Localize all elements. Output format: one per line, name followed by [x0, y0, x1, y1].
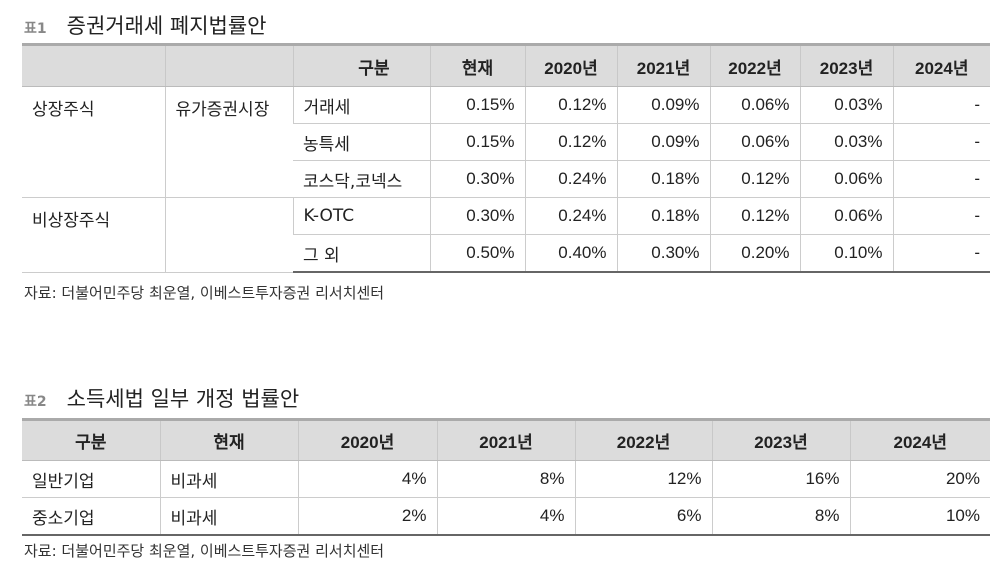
rate-cell: 0.30%	[616, 234, 710, 273]
rate-cell: 0.06%	[799, 160, 893, 198]
company-type: 일반기업	[22, 460, 160, 498]
rate-cell: 0.03%	[799, 86, 893, 124]
company-type: 중소기업	[22, 497, 160, 536]
table-row: 농특세 0.15% 0.12% 0.09% 0.06% 0.03% -	[22, 123, 990, 161]
rate-cell: 4%	[436, 497, 575, 536]
rate-cell: 0.50%	[429, 234, 525, 273]
table1-source: 자료: 더불어민주당 최운열, 이베스트투자증권 리서치센터	[24, 284, 385, 302]
column-header: 2022년	[709, 43, 800, 87]
rate-cell: 0.06%	[709, 86, 800, 124]
table2-tag: 표2	[24, 394, 47, 410]
rate-cell: 0.30%	[429, 197, 525, 235]
market-category: 비상장주식	[22, 197, 165, 273]
rate-cell: 0.06%	[799, 197, 893, 235]
column-header: 2021년	[616, 43, 710, 87]
column-header	[164, 43, 293, 87]
column-header: 2021년	[436, 418, 575, 461]
current-status: 비과세	[159, 460, 298, 498]
column-header: 2024년	[849, 418, 990, 461]
table-row: 그 외 0.50% 0.40% 0.30% 0.20% 0.10% -	[22, 234, 990, 273]
column-header: 2023년	[711, 418, 850, 461]
rate-cell: -	[892, 160, 990, 198]
column-header: 구분	[292, 43, 430, 87]
rate-cell: 0.10%	[799, 234, 893, 273]
rate-cell: 0.24%	[524, 160, 617, 198]
table-row: 상장주식 유가증권시장 거래세 0.15% 0.12% 0.09% 0.06% 0.03% -	[22, 86, 990, 198]
rate-cell: 0.03%	[799, 123, 893, 161]
table1-title-text: 증권거래세 폐지법률안	[66, 14, 267, 38]
column-header: 2020년	[297, 418, 437, 461]
table-row: 일반기업 비과세 4% 8% 12% 16% 20%	[22, 460, 990, 498]
rate-cell: -	[892, 86, 990, 124]
rate-cell: 20%	[849, 460, 990, 498]
column-header: 현재	[159, 418, 298, 461]
rate-cell: 12%	[574, 460, 712, 498]
rate-cell: 0.18%	[616, 197, 710, 235]
tax-item: K-OTC	[292, 197, 430, 235]
rate-cell: 0.12%	[709, 160, 800, 198]
table1-title: 표1 증권거래세 폐지법률안	[24, 10, 267, 40]
table-row: 코스닥,코넥스 0.30% 0.24% 0.18% 0.12% 0.06% -	[22, 160, 990, 198]
column-header: 2022년	[574, 418, 712, 461]
table-row: 중소기업 비과세 2% 4% 6% 8% 10%	[22, 497, 990, 536]
rate-cell: 10%	[849, 497, 990, 536]
market-subcategory	[164, 197, 293, 273]
column-header: 현재	[429, 43, 525, 87]
table2-title: 표2 소득세법 일부 개정 법률안	[24, 383, 299, 413]
rate-cell: 0.15%	[429, 86, 525, 124]
rate-cell: 0.09%	[616, 86, 710, 124]
rate-cell: 0.18%	[616, 160, 710, 198]
column-header: 2020년	[524, 43, 617, 87]
table-row: 비상장주식 K-OTC 0.30% 0.24% 0.18% 0.12% 0.06% -	[22, 197, 990, 273]
column-header: 2023년	[799, 43, 893, 87]
rate-cell: 0.40%	[524, 234, 617, 273]
tax-item: 그 외	[293, 234, 430, 273]
rate-cell: 0.12%	[524, 123, 617, 161]
market-subcategory: 유가증권시장	[164, 86, 293, 198]
rate-cell: -	[892, 234, 990, 273]
rate-cell: 8%	[711, 497, 850, 536]
tax-item: 농특세	[293, 123, 430, 161]
column-header	[22, 43, 165, 87]
securities-tax-table: 구분 현재 2020년 2021년 2022년 2023년 2024년 상장주식 유가증권시장…	[22, 43, 990, 273]
rate-cell: 0.24%	[524, 197, 617, 235]
rate-cell: 0.12%	[709, 197, 800, 235]
rate-cell: 4%	[297, 460, 437, 498]
current-status: 비과세	[159, 497, 298, 536]
rate-cell: 6%	[574, 497, 712, 536]
column-header: 2024년	[892, 43, 990, 87]
table2-title-text: 소득세법 일부 개정 법률안	[66, 387, 300, 411]
rate-cell: 0.06%	[709, 123, 800, 161]
rate-cell: 0.30%	[429, 160, 525, 198]
rate-cell: 8%	[436, 460, 575, 498]
rate-cell: 0.20%	[709, 234, 800, 273]
market-category: 상장주식	[22, 86, 165, 198]
rate-cell: -	[892, 123, 990, 161]
tax-item: 거래세	[292, 86, 430, 124]
rate-cell: 0.15%	[429, 123, 525, 161]
rate-cell: 2%	[297, 497, 437, 536]
table2-source: 자료: 더불어민주당 최운열, 이베스트투자증권 리서치센터	[24, 542, 385, 560]
tax-item: 코스닥,코넥스	[293, 160, 430, 198]
rate-cell: 0.09%	[616, 123, 710, 161]
rate-cell: -	[892, 197, 990, 235]
income-tax-table: 구분 현재 2020년 2021년 2022년 2023년 2024년 일반기업 비과세 4% 8…	[22, 418, 990, 536]
rate-cell: 16%	[711, 460, 850, 498]
rate-cell: 0.12%	[524, 86, 617, 124]
column-header: 구분	[22, 418, 160, 461]
table1-tag: 표1	[24, 21, 47, 37]
